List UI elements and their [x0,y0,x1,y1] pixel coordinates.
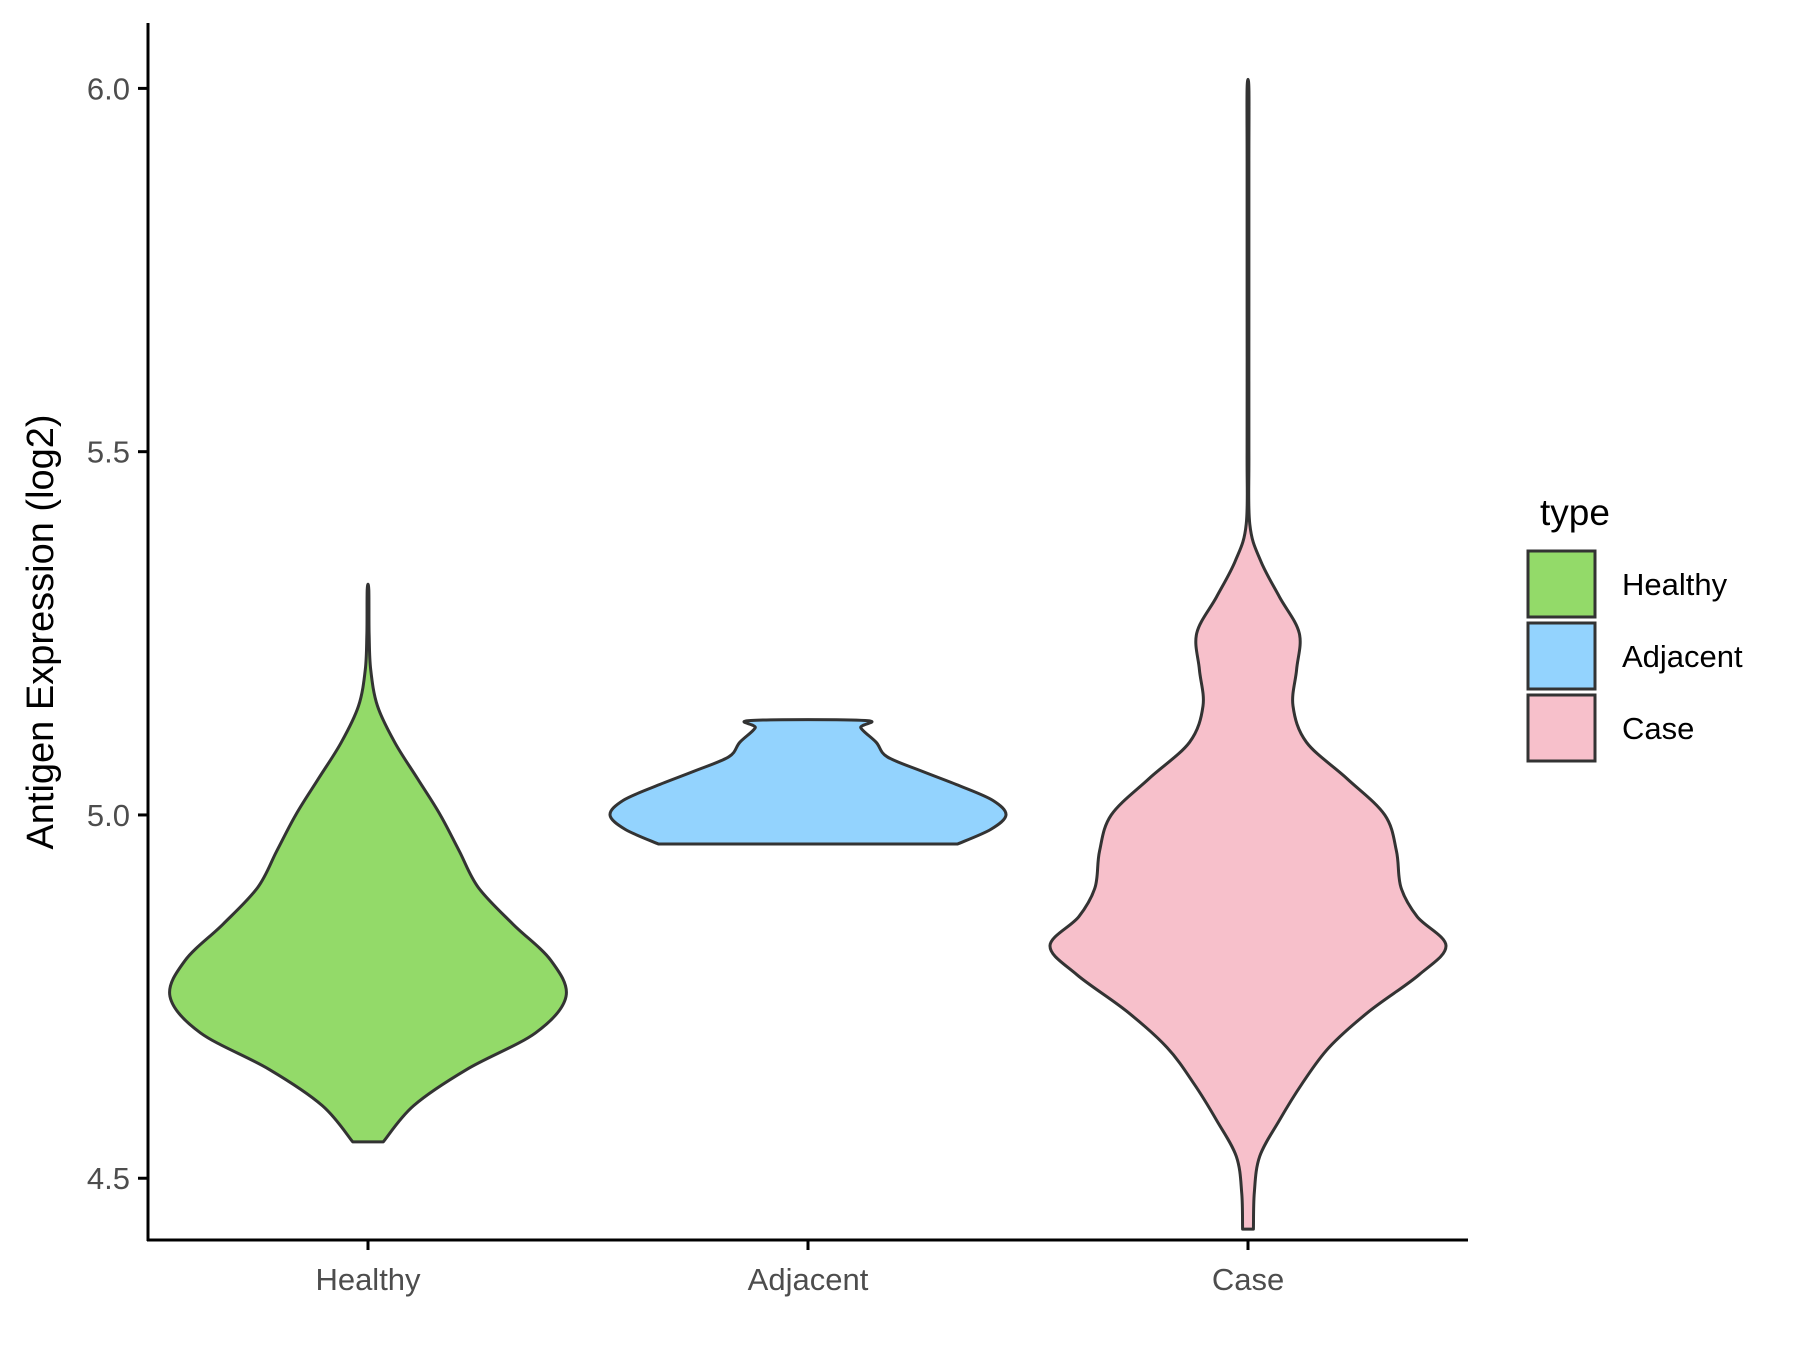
violin-adjacent [608,718,1008,846]
violin-layer [168,77,1448,1231]
y-tick-label-3: 6.0 [87,71,130,106]
violin-case [1048,77,1448,1231]
legend-swatch-healthy [1526,549,1597,619]
y-tick-label-2: 5.5 [87,435,130,470]
axes: 4.5 5.0 5.5 6.0 Healthy Adjacent Case Antigen… [20,23,1468,1297]
x-tick-label-1: Adjacent [748,1262,869,1297]
violin-healthy [168,582,568,1144]
legend-label-healthy: Healthy [1622,567,1728,602]
y-ticks: 4.5 5.0 5.5 6.0 [87,71,148,1196]
legend-label-adjacent: Adjacent [1622,639,1743,674]
x-tick-label-2: Case [1212,1262,1284,1297]
y-tick-label-1: 5.0 [87,798,130,833]
legend-title: type [1540,492,1610,533]
legend-label-case: Case [1622,711,1694,746]
y-tick-label-0: 4.5 [87,1161,130,1196]
y-axis-label: Antigen Expression (log2) [20,414,62,849]
legend-swatch-adjacent [1526,621,1597,691]
legend: type Healthy Adjacent Case [1526,492,1743,763]
legend-entries: Healthy Adjacent Case [1526,549,1743,763]
x-ticks: Healthy Adjacent Case [315,1240,1284,1297]
legend-swatch-case [1526,693,1597,763]
x-tick-label-0: Healthy [315,1262,421,1297]
